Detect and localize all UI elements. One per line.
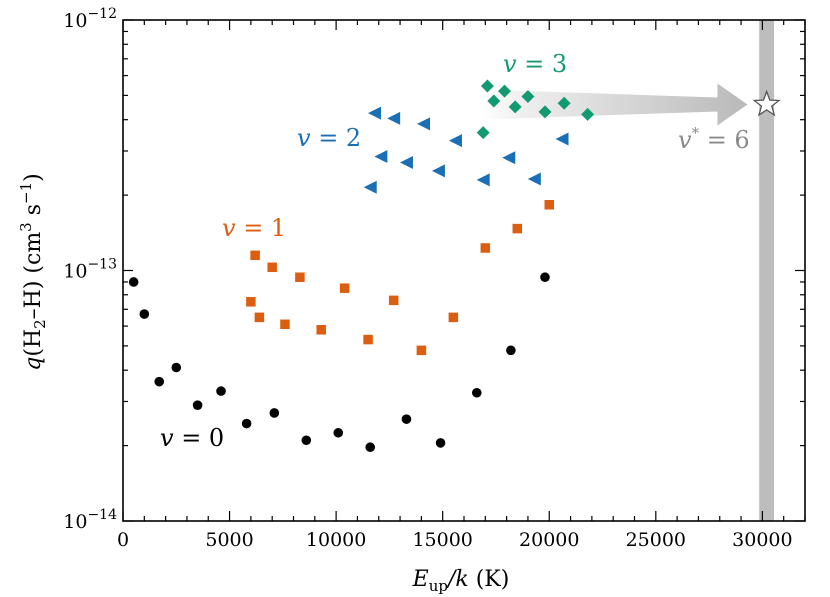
x-tick-label: 30000: [732, 529, 792, 551]
point-v3-2: [487, 94, 501, 108]
point-v2-9: [502, 151, 516, 165]
point-v0-4: [192, 400, 203, 410]
point-v2-4: [399, 155, 413, 169]
point-v3-7: [557, 96, 571, 110]
point-v1-5: [295, 272, 305, 282]
point-v1-0: [246, 297, 256, 307]
y-tick-label: 10−14: [63, 507, 117, 533]
point-v1-3: [267, 262, 277, 273]
point-v0-7: [269, 408, 280, 418]
y-tick-label: 10−13: [63, 257, 117, 283]
y-tick-label: 10−12: [63, 6, 117, 32]
highlight-label: v* = 6: [678, 124, 750, 154]
point-v0-11: [401, 414, 412, 424]
point-v0-12: [435, 438, 446, 448]
point-v0-3: [171, 362, 182, 373]
series-label-v3: v = 3: [503, 50, 567, 78]
point-v1-12: [480, 243, 491, 253]
y-axis-title: q(H2–H) (cm3 s−1): [17, 173, 49, 371]
point-v2-8: [476, 173, 490, 187]
point-v2-6: [431, 164, 445, 178]
point-v0-13: [471, 387, 482, 398]
point-v1-13: [512, 223, 523, 234]
point-v2-3: [387, 111, 401, 125]
point-v0-9: [333, 427, 344, 438]
point-v0-5: [216, 386, 226, 396]
point-v1-10: [416, 345, 427, 356]
point-v1-4: [280, 319, 290, 330]
plot-frame: [122, 19, 806, 522]
point-v1-7: [339, 283, 350, 293]
point-v3-6: [538, 105, 552, 119]
star-marker: [752, 89, 781, 117]
series-label-v1: v = 1: [222, 214, 286, 242]
point-v1-11: [448, 312, 459, 323]
x-tick-label: 10000: [306, 529, 366, 551]
point-v2-0: [363, 180, 377, 194]
point-v3-4: [508, 100, 522, 114]
point-v0-6: [241, 418, 252, 429]
point-v2-1: [367, 106, 381, 120]
point-v1-9: [388, 295, 399, 306]
x-tick-label: 15000: [412, 529, 472, 551]
point-v0-1: [139, 309, 150, 319]
point-v1-2: [254, 312, 265, 323]
x-tick-label: 25000: [626, 529, 686, 551]
point-v3-1: [480, 79, 494, 93]
highlight-band: [759, 20, 775, 521]
point-v1-1: [250, 250, 260, 261]
point-v3-0: [476, 126, 490, 140]
series-label-v2: v = 2: [297, 124, 361, 152]
point-v2-2: [374, 150, 388, 164]
trend-arrow: [481, 83, 748, 126]
point-v1-8: [363, 334, 373, 345]
point-v1-14: [544, 200, 554, 210]
point-v3-8: [581, 107, 595, 121]
point-v3-5: [521, 90, 535, 104]
point-v0-14: [506, 345, 516, 356]
point-v0-15: [540, 272, 550, 283]
x-tick-label: 5000: [205, 529, 253, 551]
point-v1-6: [316, 325, 326, 335]
point-v0-8: [301, 435, 312, 446]
point-v2-7: [448, 134, 462, 148]
point-v2-10: [527, 172, 541, 186]
point-v0-0: [128, 277, 139, 287]
point-v0-2: [154, 376, 165, 387]
x-axis-title: Eup/k (K): [412, 567, 510, 595]
point-v0-10: [365, 442, 376, 453]
point-v2-11: [555, 132, 569, 146]
series-label-v0: v = 0: [160, 424, 224, 452]
x-tick-label: 0: [117, 529, 129, 551]
point-v3-3: [497, 84, 511, 98]
x-tick-label: 20000: [519, 529, 579, 551]
point-v2-5: [417, 117, 431, 131]
